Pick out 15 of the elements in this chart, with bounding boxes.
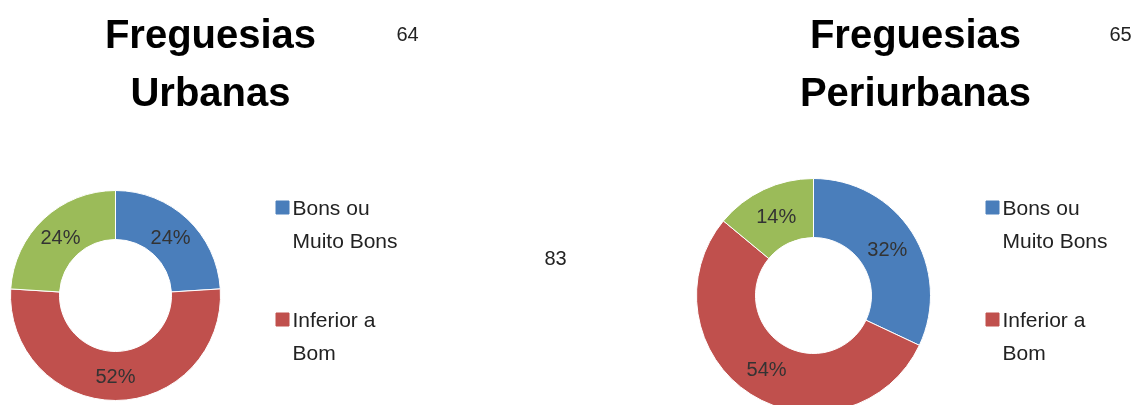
data-label: 24% [150,225,191,248]
data-label: 54% [746,358,787,381]
legend-label: Bons ou Muito Bons [292,196,398,252]
chart-title: Freguesias Urbanas [104,11,317,114]
text: 64 [396,22,419,45]
text: 83 [544,246,567,269]
data-label: 24% [40,225,81,248]
data-label: 14% [756,205,797,228]
data-label: 52% [95,365,136,387]
text: 65 [1109,22,1132,45]
legend-label: Bons ou Muito Bons [1002,196,1108,252]
legend-label: Inferior a Bom [1002,308,1086,364]
chart-title: Freguesias Periurbanas [799,11,1032,114]
legend-label: Inferior a Bom [292,308,376,364]
data-label: 32% [867,237,908,260]
